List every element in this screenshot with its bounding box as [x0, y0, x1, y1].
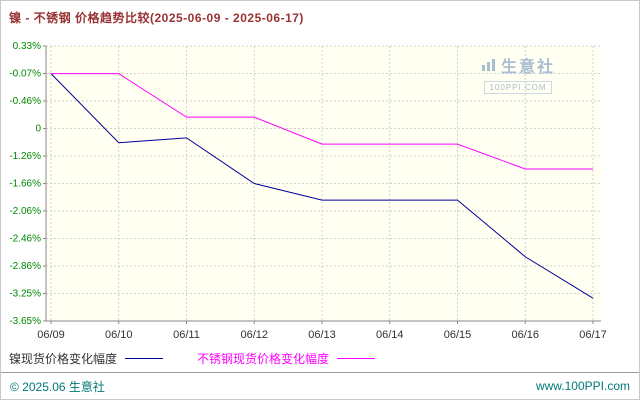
- svg-text:06/10: 06/10: [105, 329, 133, 341]
- legend-line-stainless: [337, 358, 376, 359]
- legend-item-stainless: 不锈钢现货价格变化幅度: [197, 350, 376, 367]
- footer-url[interactable]: www.100PPI.com: [535, 379, 630, 393]
- svg-text:-2.86%: -2.86%: [9, 261, 41, 272]
- footer: © 2025.06 生意社 www.100PPI.com: [1, 372, 639, 399]
- legend-line-nickel: [125, 358, 164, 359]
- chart-title: 镍 - 不锈钢 价格趋势比较(2025-06-09 - 2025-06-17): [9, 11, 304, 25]
- svg-text:0: 0: [35, 124, 41, 135]
- svg-text:-3.65%: -3.65%: [9, 316, 41, 327]
- svg-text:-0.46%: -0.46%: [9, 96, 41, 107]
- svg-text:06/15: 06/15: [444, 329, 472, 341]
- svg-text:-2.06%: -2.06%: [9, 206, 41, 217]
- svg-text:06/17: 06/17: [579, 329, 607, 341]
- svg-text:-0.07%: -0.07%: [9, 69, 41, 80]
- svg-text:06/16: 06/16: [511, 329, 539, 341]
- legend-label-stainless: 不锈钢现货价格变化幅度: [197, 352, 330, 366]
- footer-copyright: © 2025.06 生意社: [10, 379, 105, 394]
- svg-text:-1.26%: -1.26%: [9, 151, 41, 162]
- legend-label-nickel: 镍现货价格变化幅度: [9, 352, 118, 366]
- legend-item-nickel: 镍现货价格变化幅度: [9, 350, 164, 367]
- svg-text:06/12: 06/12: [240, 329, 268, 341]
- svg-text:06/14: 06/14: [376, 329, 404, 341]
- svg-text:-2.46%: -2.46%: [9, 234, 41, 245]
- svg-text:06/13: 06/13: [308, 329, 336, 341]
- price-trend-chart: 0.33% -0.07% -0.46% 0 -1.26% -1.66% -2.06% -2.4…: [9, 41, 607, 341]
- svg-text:06/09: 06/09: [37, 329, 65, 341]
- svg-text:0.33%: 0.33%: [13, 41, 41, 52]
- svg-text:-1.66%: -1.66%: [9, 179, 41, 190]
- legend: 镍现货价格变化幅度 不锈钢现货价格变化幅度: [9, 350, 376, 367]
- svg-text:-3.25%: -3.25%: [9, 289, 41, 300]
- svg-text:06/11: 06/11: [173, 329, 200, 341]
